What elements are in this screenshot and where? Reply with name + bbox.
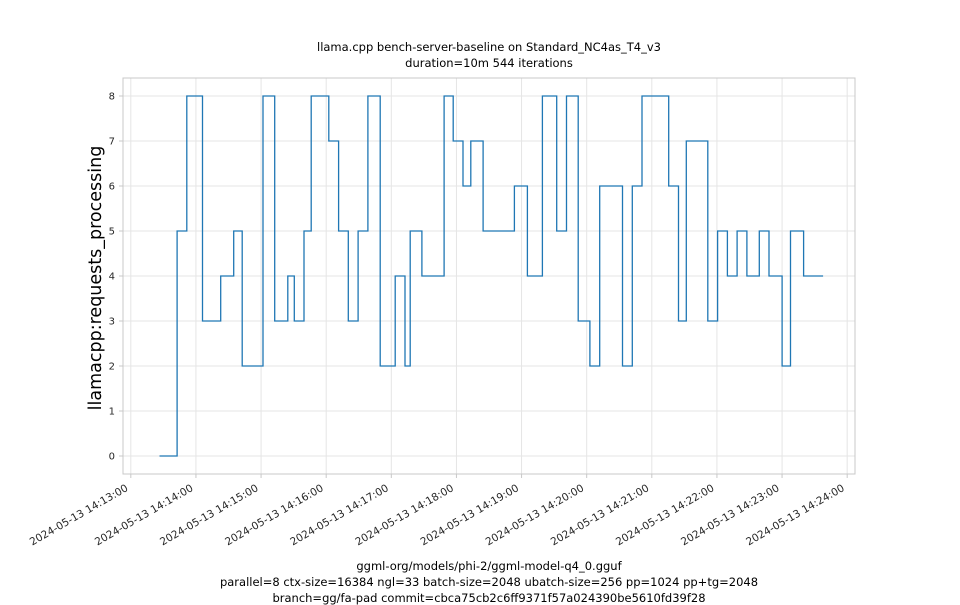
footer-line-1: ggml-org/models/phi-2/ggml-model-q4_0.gg… <box>356 559 622 573</box>
y-tick-label: 5 <box>109 227 115 238</box>
y-axis-label: llamacpp:requests_processing <box>86 145 106 411</box>
y-tick-label: 6 <box>109 182 115 193</box>
y-tick-label: 0 <box>109 452 115 463</box>
chart-title: llama.cpp bench-server-baseline on Stand… <box>317 40 661 54</box>
y-tick-label: 4 <box>109 272 115 283</box>
footer-line-3: branch=gg/fa-pad commit=cbca75cb2c6ff937… <box>272 591 706 605</box>
y-tick-label: 3 <box>109 317 115 328</box>
y-tick-label: 1 <box>109 407 115 418</box>
footer-line-2: parallel=8 ctx-size=16384 ngl=33 batch-s… <box>219 575 759 589</box>
y-tick-label: 8 <box>109 92 115 103</box>
chart-subtitle: duration=10m 544 iterations <box>405 56 573 70</box>
y-tick-label: 2 <box>109 362 115 373</box>
series-line <box>159 95 824 457</box>
y-tick-label: 7 <box>109 137 115 148</box>
